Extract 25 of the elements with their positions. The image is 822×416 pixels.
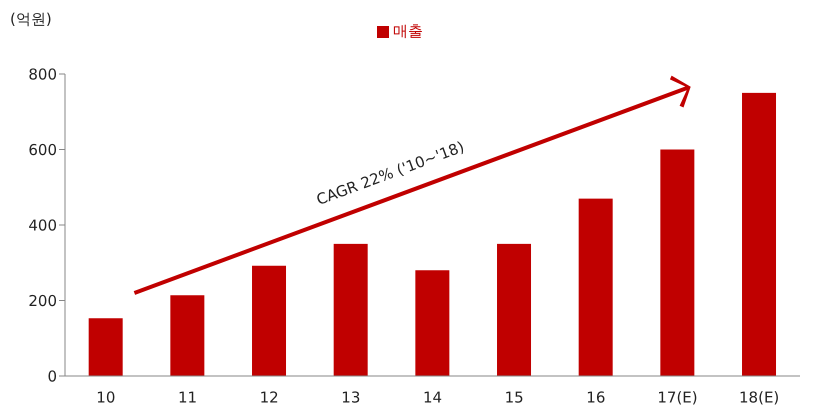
bar [742,92,776,376]
legend-label: 매출 [393,22,423,40]
bar [660,150,694,376]
bar [170,295,204,376]
y-tick-label: 800 [28,65,57,84]
x-tick-label: 18(E) [739,388,780,407]
x-tick-label: 10 [96,388,116,407]
bar [415,270,450,376]
x-tick-label: 15 [504,388,524,407]
x-tick-label: 11 [178,388,198,407]
y-tick-label: 600 [28,140,57,159]
x-tick-label: 12 [260,388,279,407]
x-tick-label: 13 [341,388,360,407]
y-tick-label: 400 [28,216,57,234]
x-tick-label: 16 [586,388,606,407]
y-tick-label: 0 [47,367,57,386]
y-axis-title: (억원) [10,10,52,28]
bar [497,244,532,376]
bar [88,318,123,376]
x-tick-label: 17(E) [657,388,698,407]
bar [578,198,613,376]
bar [252,266,286,376]
x-tick-label: 14 [422,388,442,407]
y-tick-label: 200 [28,292,57,310]
bar [334,244,368,376]
